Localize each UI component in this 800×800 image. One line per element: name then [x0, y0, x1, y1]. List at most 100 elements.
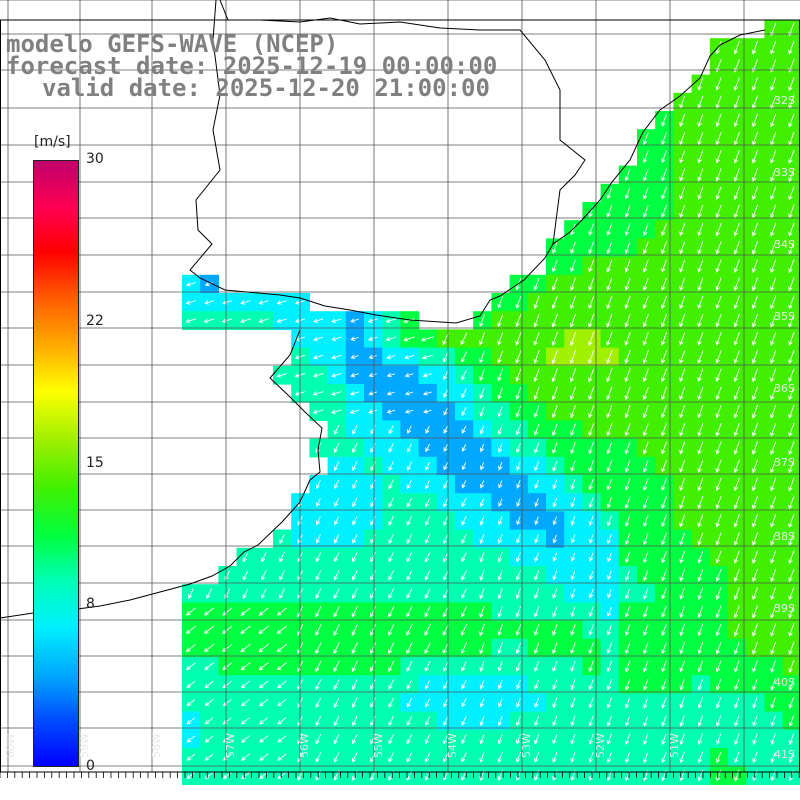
wind-arrow: [588, 404, 595, 419]
wind-arrow: [788, 532, 795, 546]
wind-arrow: [752, 715, 758, 727]
wind-arrow: [661, 150, 667, 164]
wind-arrow: [406, 552, 413, 563]
wind-arrow: [406, 679, 413, 690]
wind-arrow: [552, 588, 558, 599]
wind-arrow: [642, 368, 649, 383]
wind-arrow: [277, 698, 287, 707]
wind-arrow: [497, 698, 503, 708]
wind-arrow: [588, 497, 594, 509]
wind-arrow: [515, 552, 521, 563]
wind-arrow: [204, 717, 214, 725]
wind-arrow: [351, 606, 358, 618]
wind-arrow: [733, 423, 740, 437]
wind-arrow: [697, 751, 704, 764]
latitude-labels: 32S 33S 34S 35S 36S 37S 38S 39S 40S 41S: [774, 94, 795, 761]
wind-arrows: [185, 22, 795, 782]
wind-arrow: [533, 277, 540, 291]
wind-arrow: [352, 534, 358, 544]
wind-arrow: [222, 771, 232, 780]
wind-arrow: [715, 259, 722, 273]
wind-arrow: [497, 424, 503, 436]
colorbar-tick-label: 30: [86, 151, 104, 167]
wind-arrow: [534, 697, 540, 708]
longitude-label: 57W: [224, 733, 237, 758]
wind-arrow: [406, 479, 413, 490]
wind-arrow: [661, 405, 667, 419]
longitude-label: 60W: [4, 733, 17, 758]
wind-arrow: [277, 771, 287, 780]
wind-arrow: [258, 300, 269, 305]
wind-arrow: [715, 350, 722, 364]
wind-arrow: [515, 387, 522, 400]
wind-arrow: [606, 515, 612, 527]
wind-arrow: [643, 733, 649, 745]
wind-arrow: [770, 240, 777, 255]
wind-arrow: [606, 733, 613, 745]
wind-arrow: [697, 623, 704, 637]
wind-arrow: [406, 752, 413, 763]
wind-arrow: [770, 222, 777, 237]
wind-arrow: [461, 388, 467, 399]
wind-arrow: [442, 752, 449, 763]
wind-arrow: [240, 300, 251, 305]
wind-arrow: [715, 368, 722, 382]
wind-arrow: [770, 733, 776, 745]
wind-arrow: [350, 354, 359, 360]
wind-arrow: [624, 386, 631, 401]
wind-arrow: [552, 733, 558, 745]
wind-arrow: [479, 551, 485, 563]
wind-arrow: [185, 643, 196, 653]
wind-arrow: [315, 498, 321, 508]
wind-arrow: [569, 368, 577, 383]
wind-arrow: [479, 425, 485, 435]
wind-arrow: [534, 461, 540, 472]
wind-arrow: [733, 641, 740, 655]
wind-arrow: [588, 331, 595, 346]
wind-arrow: [588, 642, 594, 655]
wind-arrow: [443, 734, 449, 745]
wind-arrow: [551, 277, 558, 291]
wind-arrow: [606, 441, 613, 455]
wind-arrow: [588, 277, 595, 291]
wind-arrow: [752, 550, 758, 564]
wind-arrow: [697, 277, 704, 291]
wind-arrow: [370, 734, 376, 745]
wind-arrow: [751, 295, 759, 310]
wind-arrow: [443, 533, 449, 545]
wind-arrow: [315, 479, 321, 490]
coastline-argentina: [0, 329, 323, 619]
wind-arrow: [370, 443, 376, 453]
wind-arrow: [388, 697, 394, 708]
wind-arrow: [679, 241, 686, 255]
wind-arrow: [570, 259, 576, 273]
wind-arrow: [406, 515, 413, 526]
wind-arrow: [240, 735, 250, 743]
wind-arrow: [388, 752, 395, 763]
wind-arrow: [624, 533, 631, 545]
wind-arrow: [259, 698, 269, 707]
wind-arrow: [697, 532, 704, 546]
wind-arrow: [443, 462, 449, 471]
wind-arrow: [349, 391, 360, 396]
wind-arrow: [461, 752, 467, 763]
wind-arrow: [679, 204, 686, 218]
wind-arrow: [661, 132, 667, 146]
wind-arrow: [349, 409, 360, 414]
wind-arrow: [770, 459, 777, 474]
wind-arrow: [788, 623, 795, 637]
wind-arrow: [570, 606, 576, 618]
wind-arrow: [204, 699, 214, 707]
wind-arrow: [240, 717, 250, 725]
wind-arrow: [461, 679, 467, 690]
wind-arrow: [515, 332, 522, 346]
wind-arrow: [406, 660, 413, 672]
wind-arrow: [697, 496, 704, 510]
wind-arrow: [388, 461, 394, 472]
wind-arrow: [386, 409, 396, 414]
wind-arrow: [697, 204, 704, 219]
wind-arrow: [624, 313, 631, 328]
wind-arrow: [788, 586, 795, 601]
wind-arrow: [461, 480, 467, 489]
wind-arrow: [370, 752, 376, 763]
